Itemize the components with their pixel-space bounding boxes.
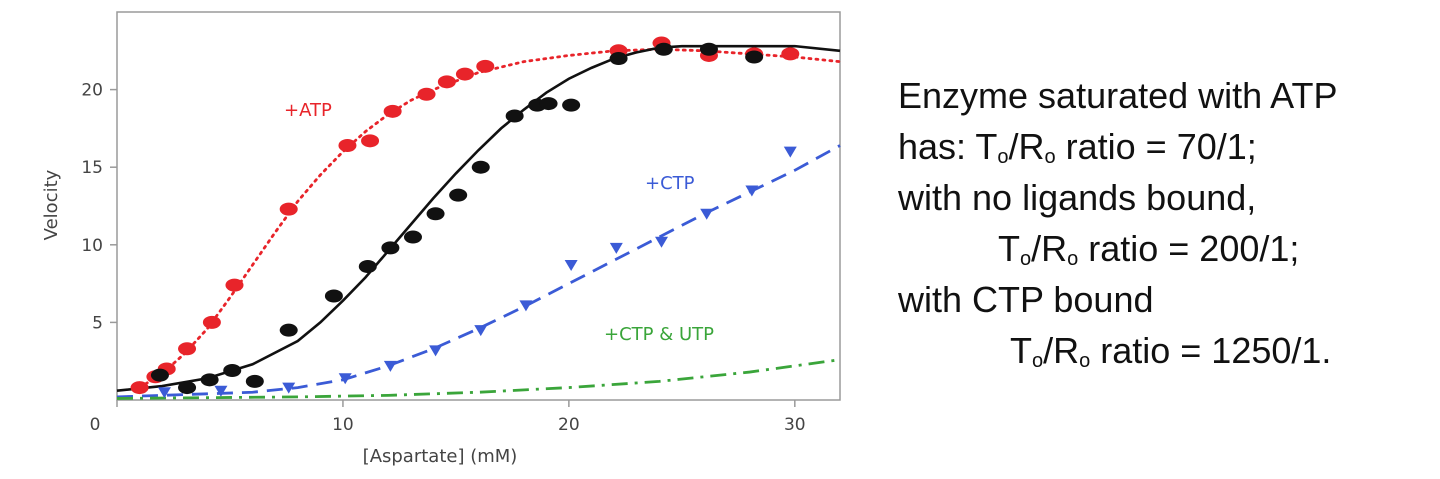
x-tick-label: 20 — [558, 415, 580, 435]
series-2-curve — [116, 144, 841, 399]
note-line-5: with CTP bound — [898, 279, 1154, 320]
x-tick-label: 30 — [784, 415, 806, 435]
note-text: /R — [1008, 126, 1045, 167]
series-0-point — [417, 87, 436, 101]
series-2-point — [474, 325, 488, 337]
note-line-2: has: To/Ro ratio = 70/1; — [898, 121, 1338, 172]
x-tick-label: 0 — [90, 415, 101, 435]
series-1-point — [178, 381, 197, 395]
series-1-point — [505, 109, 524, 123]
ctp-curve-label: +CTP — [645, 173, 695, 194]
series-2-point — [338, 373, 352, 385]
series-1-point — [200, 373, 219, 387]
subscript: o — [1020, 248, 1032, 270]
series-2-point — [519, 300, 533, 312]
series-0-point — [338, 138, 357, 152]
y-tick-label: 5 — [92, 313, 103, 333]
note-line-4: To/Ro ratio = 200/1; — [898, 223, 1338, 274]
series-0-point — [383, 104, 402, 118]
series-1-point — [471, 160, 490, 174]
note-text: ratio = 70/1; — [1055, 126, 1257, 167]
note-text: ratio = 1250/1. — [1090, 330, 1332, 371]
series-2-point — [383, 360, 397, 372]
series-3-curve — [116, 358, 841, 400]
x-axis-label: [Aspartate] (mM) — [363, 446, 518, 467]
series-2-point — [429, 345, 443, 357]
y-axis-label: Velocity — [41, 169, 62, 240]
series-0-curve — [138, 47, 842, 389]
series-1-curve — [116, 44, 841, 392]
note-line-1: Enzyme saturated with ATP — [898, 75, 1338, 116]
series-1-point — [699, 42, 718, 56]
ratio-notes: Enzyme saturated with ATP has: To/Ro rat… — [898, 70, 1338, 376]
series-2-point — [745, 185, 759, 197]
series-1-point — [223, 364, 242, 378]
y-tick-label: 10 — [81, 236, 103, 256]
series-1-point — [381, 241, 400, 255]
series-2-point — [214, 385, 228, 397]
ctp-utp-curve-label: +CTP & UTP — [604, 324, 714, 345]
subscript: o — [1032, 350, 1044, 372]
marker-layer — [130, 36, 800, 399]
note-text: T — [1010, 330, 1032, 371]
note-text: has: T — [898, 126, 998, 167]
series-0-point — [130, 381, 149, 395]
series-1-point — [324, 289, 343, 303]
series-0-point — [279, 202, 298, 216]
note-text: /R — [1043, 330, 1080, 371]
tick-layer: 0 10 20 30 5 10 15 20 — [81, 81, 805, 435]
subscript: o — [1044, 146, 1056, 168]
series-2-point — [157, 387, 171, 399]
subscript: o — [1067, 248, 1079, 270]
series-1-point — [539, 97, 558, 111]
note-line-3: with no ligands bound, — [898, 177, 1257, 218]
series-1-point — [426, 207, 445, 221]
series-2-point — [783, 146, 797, 158]
series-1-point — [245, 374, 264, 388]
subscript: o — [1079, 350, 1091, 372]
series-2-point — [564, 259, 578, 271]
series-1-point — [403, 230, 422, 244]
note-text: T — [998, 228, 1020, 269]
series-2-point — [655, 236, 669, 248]
series-1-point — [358, 260, 377, 274]
series-1-point — [609, 52, 628, 66]
series-0-point — [437, 75, 456, 89]
series-0-point — [455, 67, 474, 81]
series-0-point — [476, 59, 495, 73]
subscript: o — [997, 146, 1009, 168]
note-text: /R — [1031, 228, 1068, 269]
series-1-point — [449, 188, 468, 202]
y-tick-label: 20 — [81, 81, 103, 101]
series-2-point — [609, 242, 623, 254]
series-2-point — [700, 208, 714, 220]
atp-curve-label: +ATP — [284, 100, 332, 121]
series-1-point — [562, 98, 581, 112]
note-text: ratio = 200/1; — [1078, 228, 1300, 269]
series-0-point — [361, 134, 380, 148]
velocity-chart: 0 10 20 30 5 10 15 20 [Aspartate] (mM) Velocity… — [41, 11, 842, 467]
series-1-point — [279, 323, 298, 337]
series-0-point — [225, 278, 244, 292]
y-tick-label: 15 — [81, 158, 103, 178]
series-0-point — [781, 47, 800, 61]
series-2-point — [282, 382, 296, 394]
series-0-point — [202, 315, 221, 329]
note-line-6: To/Ro ratio = 1250/1. — [898, 325, 1338, 376]
series-1-point — [150, 368, 169, 382]
series-1-point — [654, 42, 673, 56]
curve-layer — [116, 44, 842, 400]
series-1-point — [745, 50, 764, 64]
series-0-point — [178, 342, 197, 356]
plot-frame — [116, 11, 841, 401]
x-tick-label: 10 — [332, 415, 354, 435]
